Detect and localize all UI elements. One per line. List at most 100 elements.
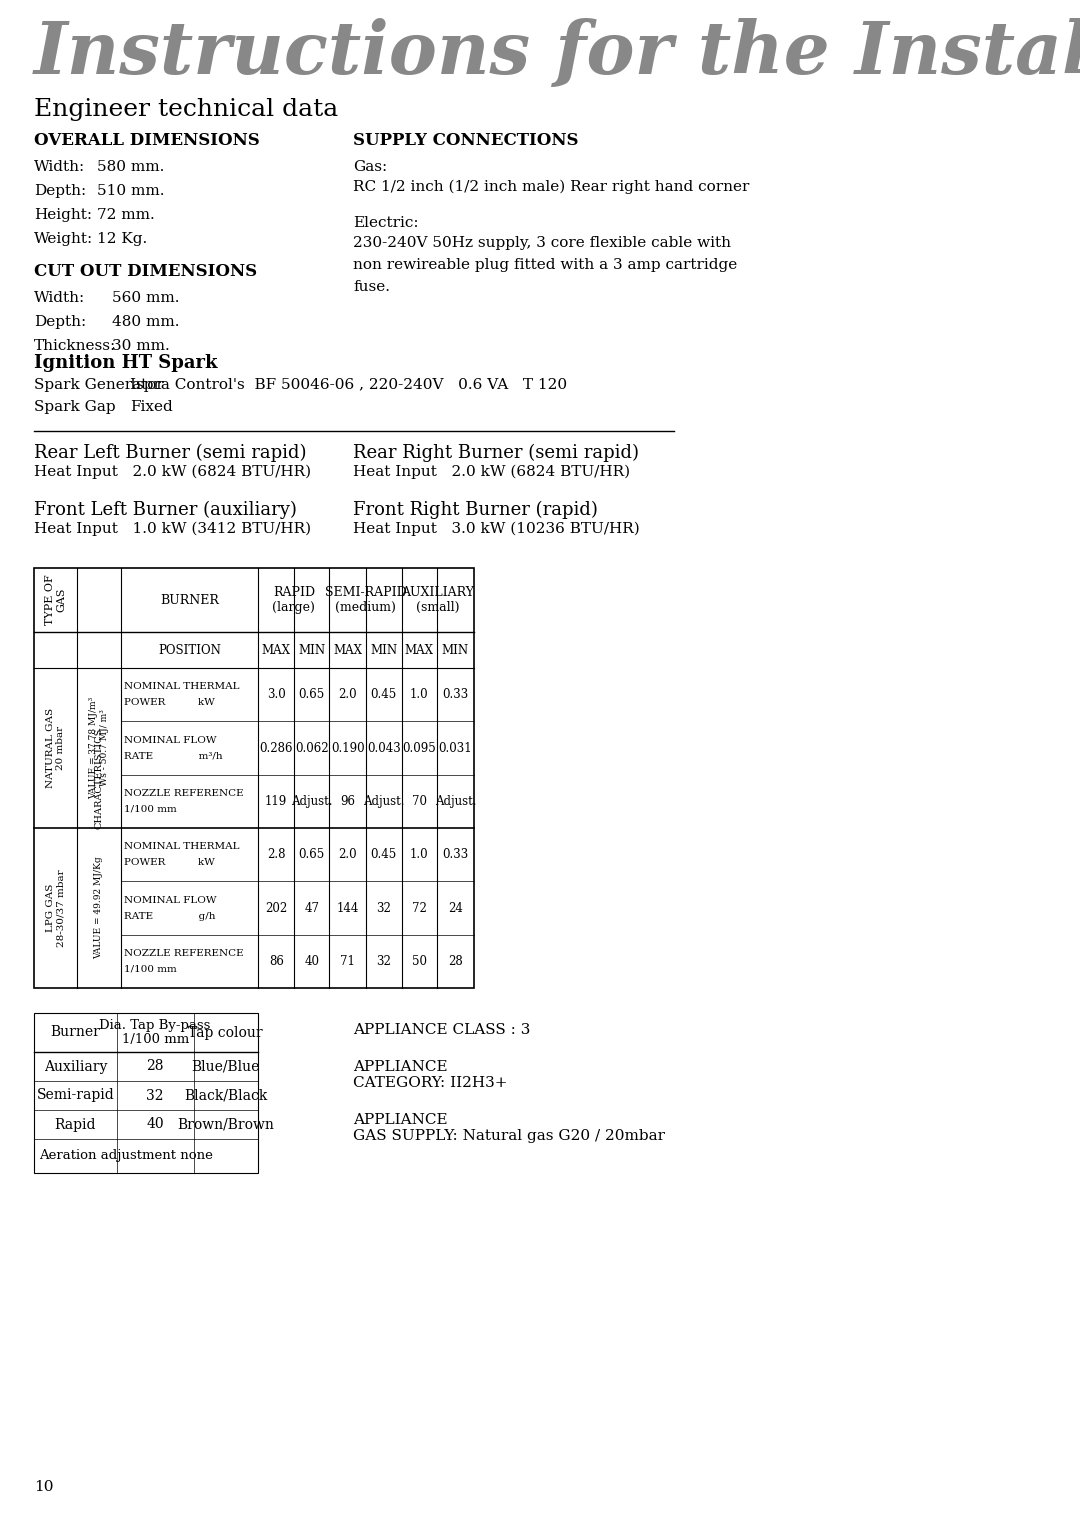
Text: Weight:: Weight: <box>35 232 93 246</box>
Text: fuse.: fuse. <box>353 280 390 293</box>
Text: SEMI-RAPID
(medium): SEMI-RAPID (medium) <box>325 587 406 614</box>
Text: MAX: MAX <box>405 643 434 657</box>
Text: Auxiliary: Auxiliary <box>44 1059 107 1074</box>
Text: 32: 32 <box>147 1088 164 1103</box>
Bar <box>35 568 474 989</box>
Text: APPLIANCE CLASS : 3: APPLIANCE CLASS : 3 <box>353 1024 530 1038</box>
Text: VALUE = 37.78 MJ/m³
Ws - 50.7 MJ/ m³: VALUE = 37.78 MJ/m³ Ws - 50.7 MJ/ m³ <box>90 697 109 799</box>
Text: 0.33: 0.33 <box>442 848 469 862</box>
Text: RATE              m³/h: RATE m³/h <box>124 752 222 761</box>
Text: Aeration adjustment none: Aeration adjustment none <box>39 1149 213 1163</box>
Text: NOMINAL FLOW: NOMINAL FLOW <box>124 895 216 905</box>
Text: 202: 202 <box>265 902 287 914</box>
Text: RAPID
(large): RAPID (large) <box>272 587 315 614</box>
Text: Adjust.: Adjust. <box>434 795 476 808</box>
Text: 480 mm.: 480 mm. <box>111 315 179 329</box>
Text: 50: 50 <box>411 955 427 967</box>
Text: 1/100 mm: 1/100 mm <box>124 964 177 973</box>
Text: MAX: MAX <box>334 643 362 657</box>
Text: 70: 70 <box>411 795 427 808</box>
Text: POSITION: POSITION <box>158 643 221 657</box>
Text: 0.33: 0.33 <box>442 688 469 701</box>
Text: Electric:: Electric: <box>353 215 419 231</box>
Text: NOZZLE REFERENCE: NOZZLE REFERENCE <box>124 949 244 958</box>
Text: SUPPLY CONNECTIONS: SUPPLY CONNECTIONS <box>353 131 579 150</box>
Text: Dia. Tap By-pass
1/100 mm: Dia. Tap By-pass 1/100 mm <box>99 1019 211 1047</box>
Text: Heat Input   2.0 kW (6824 BTU/HR): Heat Input 2.0 kW (6824 BTU/HR) <box>35 465 311 480</box>
Text: 10: 10 <box>35 1481 54 1494</box>
Text: 28: 28 <box>448 955 462 967</box>
Text: 40: 40 <box>305 955 320 967</box>
Text: 0.65: 0.65 <box>298 848 325 862</box>
Text: Adjust.: Adjust. <box>291 795 333 808</box>
Text: NOMINAL THERMAL: NOMINAL THERMAL <box>124 681 240 691</box>
Text: POWER          kW: POWER kW <box>124 859 215 868</box>
Text: 580 mm.: 580 mm. <box>97 160 164 174</box>
Text: AUXILIARY
(small): AUXILIARY (small) <box>401 587 474 614</box>
Text: Ispra Control's  BF 50046-06 , 220-240V   0.6 VA   T 120: Ispra Control's BF 50046-06 , 220-240V 0… <box>130 377 567 393</box>
Text: 0.190: 0.190 <box>330 741 365 755</box>
Text: 0.65: 0.65 <box>298 688 325 701</box>
Text: Rear Right Burner (semi rapid): Rear Right Burner (semi rapid) <box>353 445 639 463</box>
Text: NOMINAL FLOW: NOMINAL FLOW <box>124 735 216 744</box>
Text: 24: 24 <box>448 902 462 914</box>
Text: MIN: MIN <box>442 643 469 657</box>
Text: Brown/Brown: Brown/Brown <box>177 1117 274 1132</box>
Text: Gas:: Gas: <box>353 160 388 174</box>
Text: 72 mm.: 72 mm. <box>97 208 154 222</box>
Text: APPLIANCE
GAS SUPPLY: Natural gas G20 / 20mbar: APPLIANCE GAS SUPPLY: Natural gas G20 / … <box>353 1112 665 1143</box>
Text: LPG GAS
28-30/37 mbar: LPG GAS 28-30/37 mbar <box>46 869 66 947</box>
Text: Spark Gap: Spark Gap <box>35 400 116 414</box>
Text: Front Left Burner (auxiliary): Front Left Burner (auxiliary) <box>35 501 297 520</box>
Text: Heat Input   1.0 kW (3412 BTU/HR): Heat Input 1.0 kW (3412 BTU/HR) <box>35 523 311 536</box>
Text: VALUE = 49.92 MJ/Kg: VALUE = 49.92 MJ/Kg <box>95 857 104 960</box>
Text: 28: 28 <box>147 1059 164 1074</box>
Text: 32: 32 <box>376 955 391 967</box>
Text: 1/100 mm: 1/100 mm <box>124 805 177 814</box>
Text: Adjust.: Adjust. <box>363 795 405 808</box>
Text: MAX: MAX <box>261 643 291 657</box>
Text: 47: 47 <box>305 902 320 914</box>
Text: 230-240V 50Hz supply, 3 core flexible cable with: 230-240V 50Hz supply, 3 core flexible ca… <box>353 235 731 251</box>
Text: 12 Kg.: 12 Kg. <box>97 232 147 246</box>
Text: Tap colour: Tap colour <box>188 1025 264 1039</box>
Text: BURNER: BURNER <box>160 593 219 607</box>
Text: 0.095: 0.095 <box>403 741 436 755</box>
Text: 96: 96 <box>340 795 355 808</box>
Text: 560 mm.: 560 mm. <box>111 290 179 306</box>
Text: non rewireable plug fitted with a 3 amp cartridge: non rewireable plug fitted with a 3 amp … <box>353 258 738 272</box>
Text: 2.8: 2.8 <box>267 848 285 862</box>
Text: Engineer technical data: Engineer technical data <box>35 98 338 121</box>
Text: 0.062: 0.062 <box>295 741 328 755</box>
Text: MIN: MIN <box>370 643 397 657</box>
Text: Semi-rapid: Semi-rapid <box>37 1088 114 1103</box>
Text: 510 mm.: 510 mm. <box>97 183 164 199</box>
Text: NOZZLE REFERENCE: NOZZLE REFERENCE <box>124 788 244 798</box>
Text: Rear Left Burner (semi rapid): Rear Left Burner (semi rapid) <box>35 445 307 463</box>
Text: Front Right Burner (rapid): Front Right Burner (rapid) <box>353 501 598 520</box>
Text: Rapid: Rapid <box>55 1117 96 1132</box>
Text: Fixed: Fixed <box>130 400 173 414</box>
Text: 144: 144 <box>337 902 359 914</box>
Text: 0.043: 0.043 <box>367 741 401 755</box>
Text: Depth:: Depth: <box>35 315 86 329</box>
Text: Heat Input   2.0 kW (6824 BTU/HR): Heat Input 2.0 kW (6824 BTU/HR) <box>353 465 630 480</box>
Text: 32: 32 <box>376 902 391 914</box>
Text: 86: 86 <box>269 955 284 967</box>
Text: 0.45: 0.45 <box>370 688 397 701</box>
Text: Blue/Blue: Blue/Blue <box>191 1059 260 1074</box>
Text: 30 mm.: 30 mm. <box>111 339 170 353</box>
Bar <box>35 1013 258 1174</box>
Text: Height:: Height: <box>35 208 92 222</box>
Text: Width:: Width: <box>35 160 85 174</box>
Text: 0.031: 0.031 <box>438 741 472 755</box>
Text: 1.0: 1.0 <box>410 848 429 862</box>
Text: Instructions for the Installer: Instructions for the Installer <box>35 18 1080 89</box>
Text: RC 1/2 inch (1/2 inch male) Rear right hand corner: RC 1/2 inch (1/2 inch male) Rear right h… <box>353 180 750 194</box>
Text: 3.0: 3.0 <box>267 688 285 701</box>
Text: TYPE OF
GAS: TYPE OF GAS <box>45 575 67 625</box>
Text: CHARACTERISTICS: CHARACTERISTICS <box>95 727 104 828</box>
Text: 40: 40 <box>147 1117 164 1132</box>
Text: 1.0: 1.0 <box>410 688 429 701</box>
Text: RATE              g/h: RATE g/h <box>124 912 216 920</box>
